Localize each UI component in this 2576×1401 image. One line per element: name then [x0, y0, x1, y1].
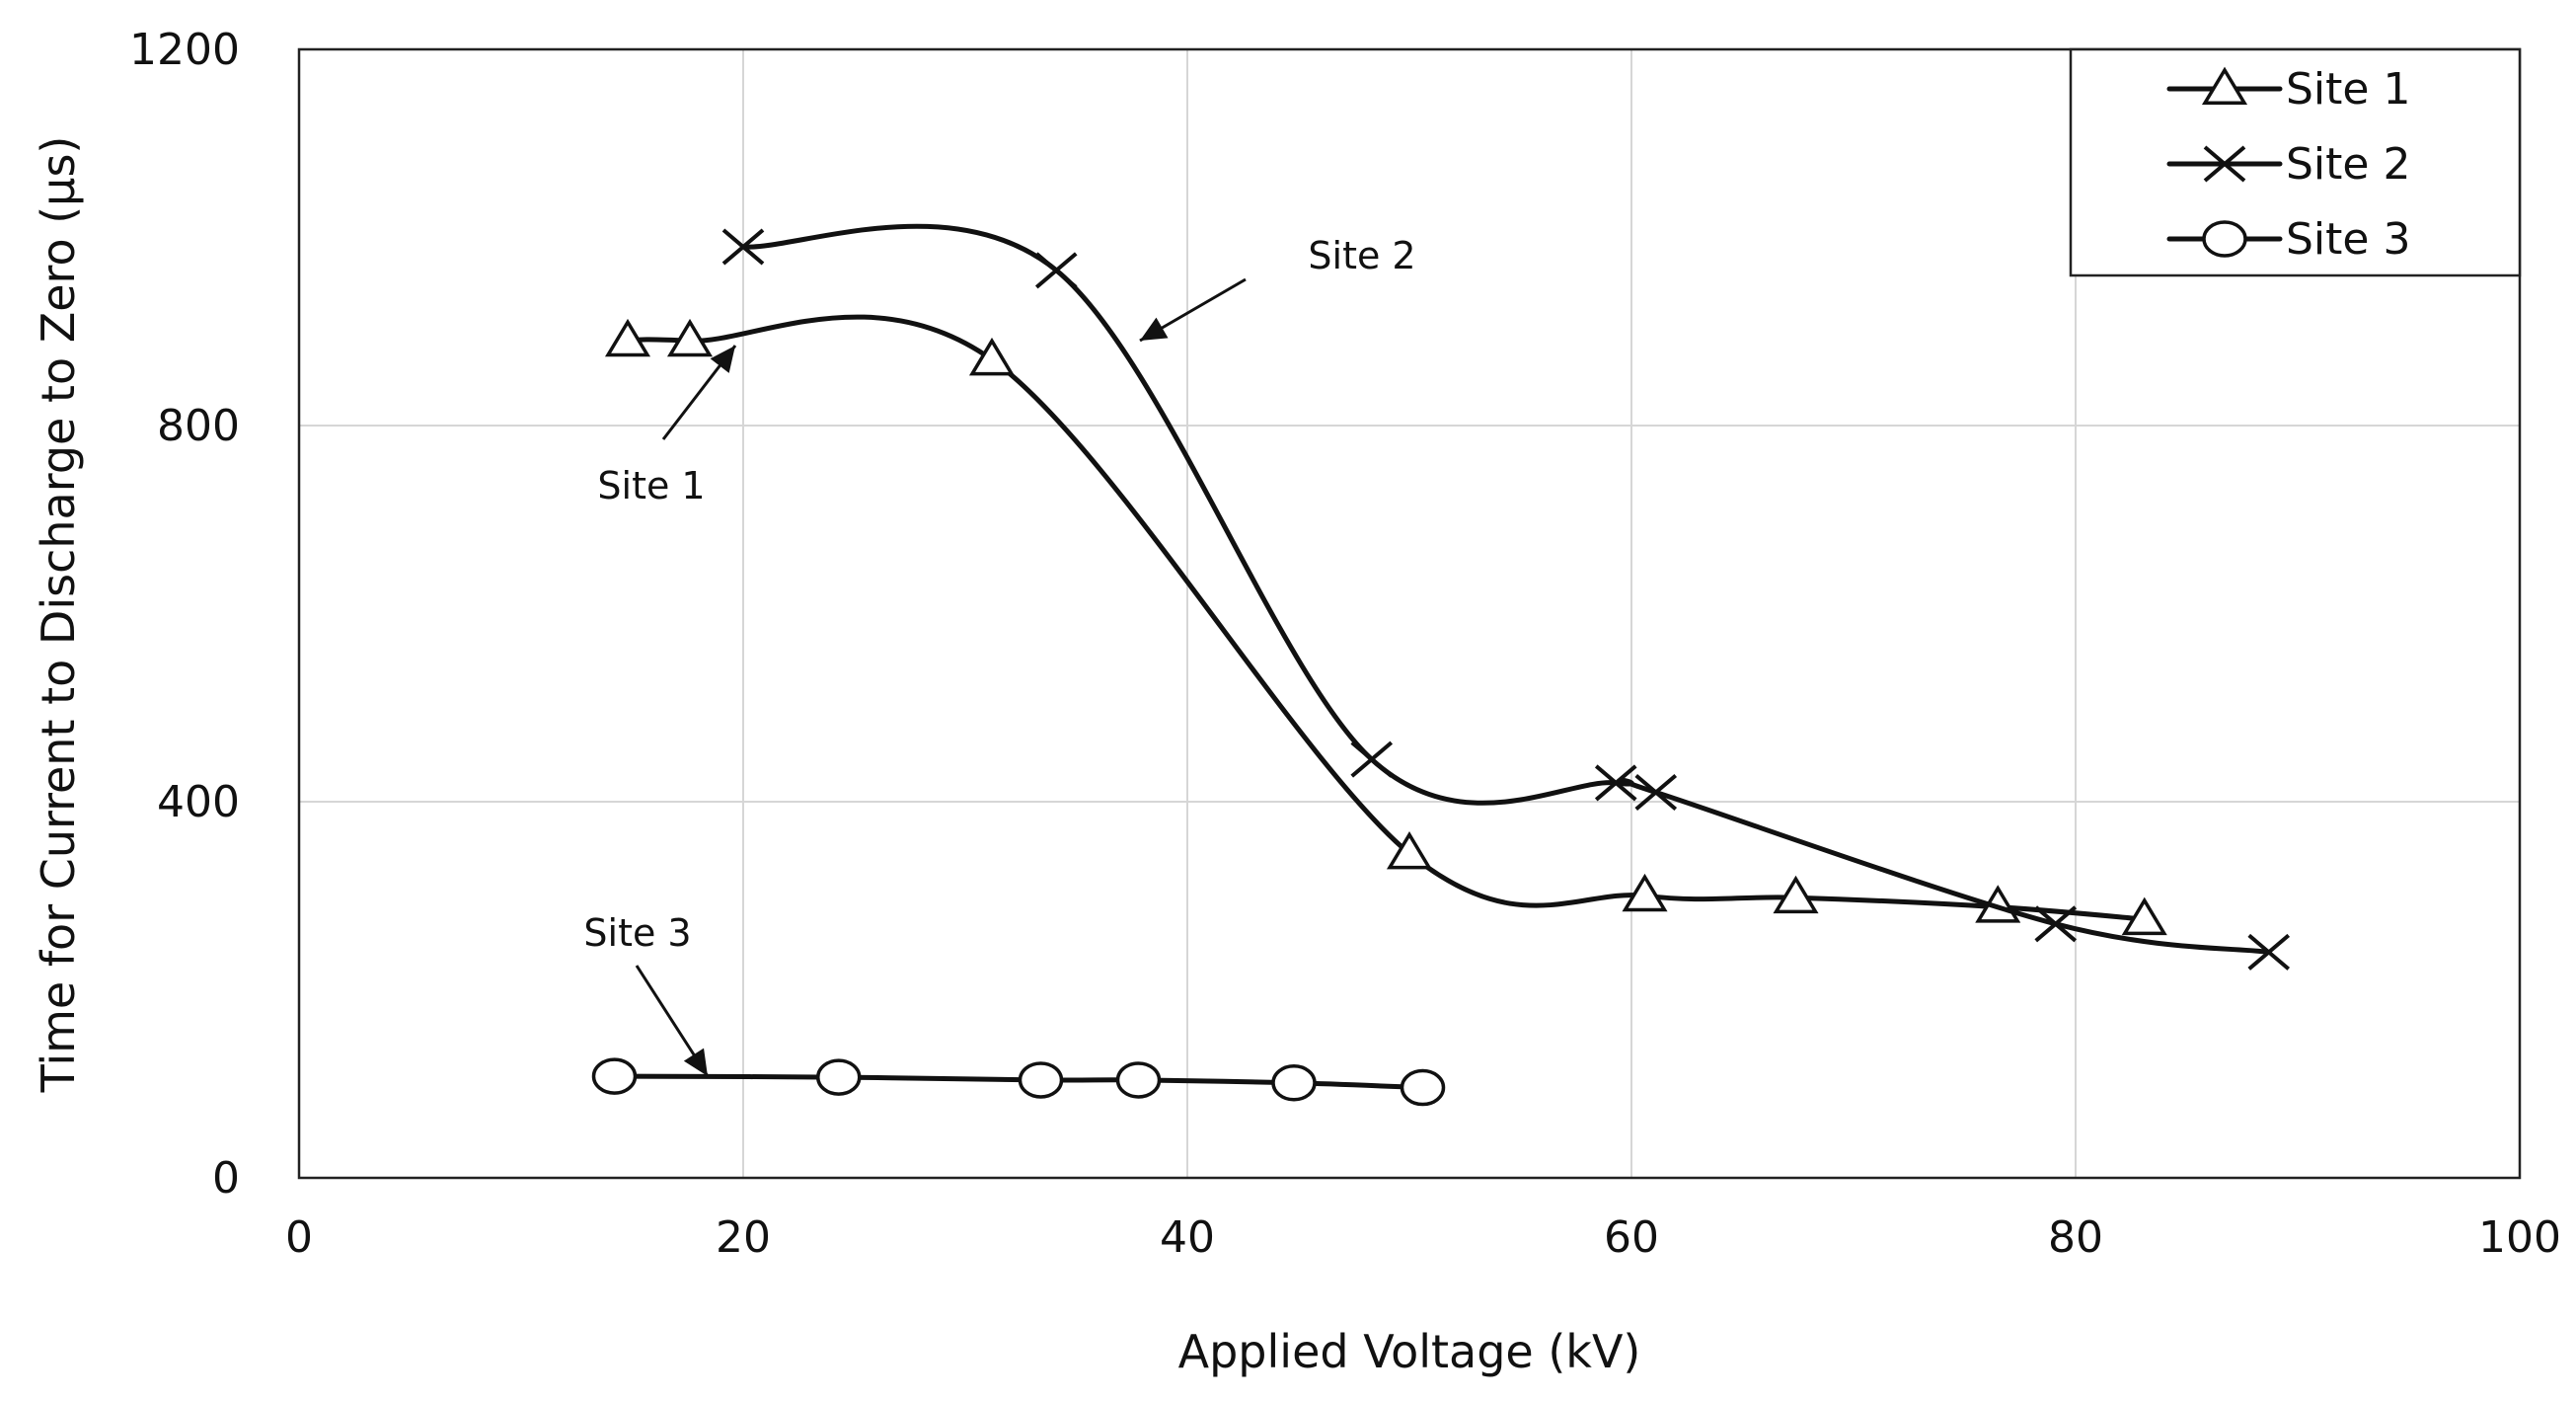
y-tick-label: 1200 — [129, 25, 240, 75]
legend-item-3: Site 3 — [2166, 214, 2410, 265]
legend-marker — [2202, 220, 2247, 258]
legend-label: Site 2 — [2286, 139, 2410, 190]
data-point — [1034, 252, 1078, 289]
data-point — [2247, 933, 2291, 971]
data-point — [1386, 830, 1433, 870]
annotation-3: Site 3 — [583, 911, 710, 1077]
x-tick-label: 100 — [2478, 1212, 2561, 1263]
data-point — [1018, 1061, 1064, 1099]
legend-item-2: Site 2 — [2166, 139, 2410, 190]
annotation-label: Site 1 — [597, 464, 705, 507]
x-tick-label: 40 — [1160, 1212, 1215, 1263]
data-point — [591, 1057, 638, 1095]
data-point — [1594, 764, 1637, 802]
data-point — [1773, 875, 1819, 914]
x-tick-label: 0 — [285, 1212, 313, 1263]
annotation-arrowhead — [710, 346, 735, 373]
legend-marker — [2203, 145, 2246, 183]
y-axis-title: Time for Current to Discharge to Zero (µ… — [32, 136, 85, 1094]
legend: Site 1 Site 2 Site 3 — [2069, 47, 2522, 277]
annotation-1: Site 1 — [597, 345, 737, 507]
data-point — [721, 228, 765, 266]
y-tick-label: 400 — [157, 777, 240, 827]
data-point — [1622, 873, 1668, 912]
series-line-2 — [740, 223, 2272, 955]
annotation-arrowhead — [683, 1048, 708, 1076]
annotation-label: Site 3 — [583, 911, 691, 955]
series-line-1 — [625, 314, 2148, 922]
annotation-arrowhead — [1140, 317, 1169, 341]
legend-label: Site 1 — [2286, 64, 2410, 115]
data-point — [1271, 1064, 1317, 1102]
x-tick-label: 20 — [716, 1212, 771, 1263]
data-point — [1634, 773, 1678, 811]
x-tick-label: 60 — [1604, 1212, 1659, 1263]
plot-frame — [297, 47, 2522, 1180]
x-axis-title: Applied Voltage (kV) — [1178, 1325, 1641, 1378]
legend-label: Site 3 — [2286, 214, 2410, 265]
tick-labels: 0 20 40 60 80 100 0 400 800 1200 — [129, 25, 2561, 1263]
y-tick-label: 0 — [212, 1153, 240, 1204]
data-point — [666, 318, 714, 357]
data-point — [968, 337, 1016, 376]
series-3 — [591, 1057, 1446, 1107]
legend-box — [2069, 47, 2522, 277]
x-tick-label: 80 — [2048, 1212, 2103, 1263]
series — [591, 223, 2291, 1107]
data-point — [604, 318, 651, 357]
annotations: Site 1 Site 2 Site 3 — [583, 234, 1416, 1077]
annotation-2: Site 2 — [1139, 234, 1416, 343]
legend-item-1: Site 1 — [2166, 64, 2410, 115]
data-point — [2034, 905, 2078, 943]
series-2 — [721, 223, 2291, 971]
data-point — [2121, 896, 2167, 936]
series-1 — [604, 314, 2167, 936]
annotation-label: Site 2 — [1308, 234, 1415, 277]
data-point — [1115, 1061, 1162, 1099]
data-point — [1350, 740, 1394, 778]
data-point — [816, 1058, 862, 1096]
legend-marker — [2201, 66, 2248, 105]
data-point — [1400, 1068, 1446, 1107]
y-tick-label: 800 — [157, 401, 240, 451]
